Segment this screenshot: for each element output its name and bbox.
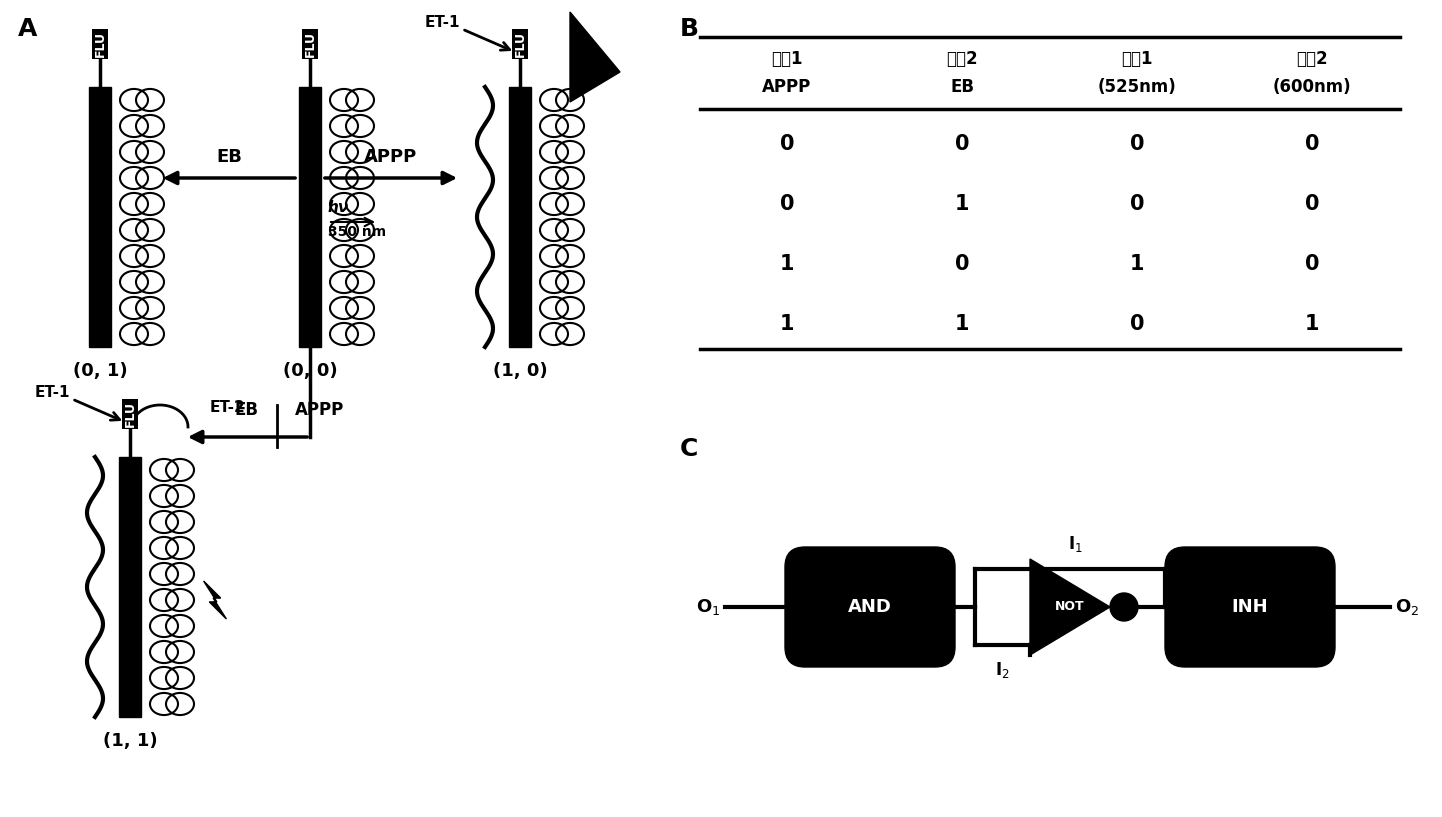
Text: 输入1: 输入1 (771, 50, 803, 68)
Text: APPP: APPP (365, 148, 418, 166)
Text: 输出1: 输出1 (1122, 50, 1152, 68)
Text: 0: 0 (1129, 134, 1145, 154)
Bar (298, 87, 322, 347)
Text: ET-1: ET-1 (424, 15, 460, 29)
Text: 1: 1 (780, 314, 795, 334)
Text: (0, 1): (0, 1) (72, 362, 127, 380)
Text: FLU: FLU (303, 31, 316, 57)
Bar (120, 457, 141, 717)
Text: FLU: FLU (513, 31, 526, 57)
Text: ET-1: ET-1 (35, 385, 71, 400)
Text: EB: EB (216, 148, 242, 166)
Text: 0: 0 (1305, 194, 1319, 214)
Text: 0: 0 (1305, 254, 1319, 274)
Text: 0: 0 (1129, 314, 1145, 334)
Text: (1, 0): (1, 0) (493, 362, 548, 380)
Text: 0: 0 (955, 134, 969, 154)
Text: 1: 1 (1129, 254, 1145, 274)
Text: APPP: APPP (763, 78, 812, 96)
FancyBboxPatch shape (1165, 547, 1335, 667)
Text: FLU: FLU (124, 401, 137, 427)
Text: EB: EB (950, 78, 973, 96)
Text: (1, 1): (1, 1) (102, 732, 157, 750)
Text: EB: EB (235, 401, 260, 419)
Circle shape (1110, 593, 1138, 621)
Text: (600nm): (600nm) (1273, 78, 1351, 96)
Text: APPP: APPP (296, 401, 345, 419)
Text: 0: 0 (1305, 134, 1319, 154)
Text: B: B (681, 17, 699, 41)
Text: (0, 0): (0, 0) (283, 362, 337, 380)
Text: 输入2: 输入2 (946, 50, 978, 68)
Text: O$_1$: O$_1$ (695, 597, 720, 617)
Text: 1: 1 (955, 194, 969, 214)
Text: 0: 0 (955, 254, 969, 274)
Bar (89, 87, 111, 347)
Text: 1: 1 (1305, 314, 1319, 334)
Text: 0: 0 (780, 194, 795, 214)
FancyBboxPatch shape (784, 547, 955, 667)
Text: A: A (17, 17, 37, 41)
Text: 0: 0 (1129, 194, 1145, 214)
Text: hν: hν (327, 199, 349, 215)
Polygon shape (1030, 559, 1110, 655)
Text: I$_1$: I$_1$ (1067, 534, 1083, 554)
Text: 1: 1 (955, 314, 969, 334)
Text: C: C (681, 437, 698, 461)
Bar (509, 87, 531, 347)
Text: O$_2$: O$_2$ (1394, 597, 1419, 617)
Polygon shape (570, 12, 620, 102)
Polygon shape (203, 581, 226, 619)
Text: I$_2$: I$_2$ (995, 660, 1009, 680)
Text: AND: AND (848, 598, 893, 616)
Text: ET-2: ET-2 (211, 400, 245, 414)
Text: FLU: FLU (94, 31, 107, 57)
Text: (525nm): (525nm) (1097, 78, 1177, 96)
Text: 输出2: 输出2 (1296, 50, 1328, 68)
Text: 1: 1 (780, 254, 795, 274)
Text: INH: INH (1231, 598, 1269, 616)
Text: 0: 0 (780, 134, 795, 154)
Text: NOT: NOT (1056, 600, 1084, 614)
Text: 350 nm: 350 nm (327, 225, 386, 239)
